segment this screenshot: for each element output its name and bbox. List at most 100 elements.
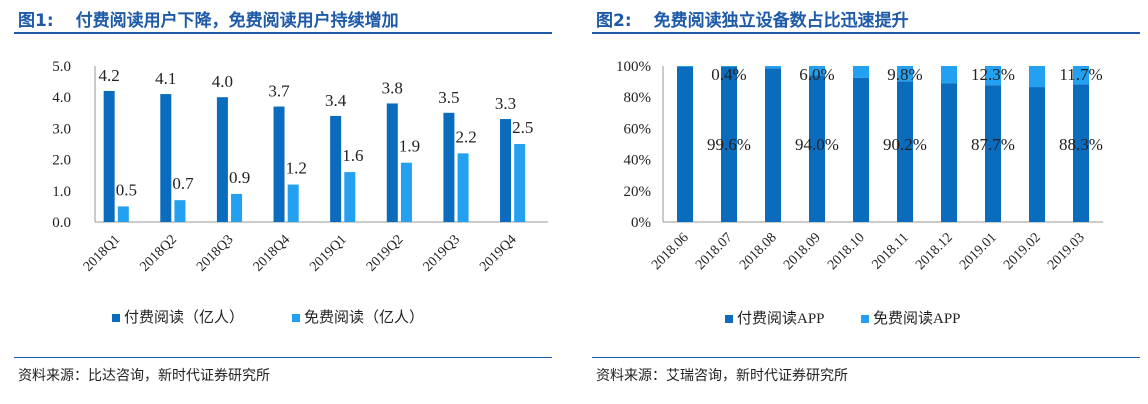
legend-label: 免费阅读（亿人） [304,309,424,326]
bar-paid-app [765,68,781,222]
bar-free-app [897,66,913,82]
data-label: 3.5 [438,88,459,107]
y-tick-label: 100% [616,59,651,75]
data-label: 2.2 [455,127,476,146]
data-label: 0.9 [229,168,250,187]
figure-2-title: 图2: 免费阅读独立设备数占比迅速提升 [596,6,909,31]
bar-free-app [1029,66,1045,88]
data-label: 88.3% [1059,135,1103,154]
y-tick-label: 40% [624,153,652,169]
data-label: 2.5 [512,118,533,137]
bar-paid-app [1029,87,1045,222]
bar-paid-app [941,83,957,222]
data-label: 9.8% [887,65,922,84]
y-tick-label: 80% [624,90,652,106]
chart-1: 0.0 1.0 2.0 3.0 4.0 5.0 4.2 0.5 2018Q1 4.1 0.7 2018… [52,59,548,326]
bar-free-app [765,66,781,69]
bar-free [231,193,243,222]
bar-paid [386,103,398,222]
y-tick-label: 60% [624,121,652,137]
figure-1-number: 图1: [18,11,54,31]
data-label: 11.7% [1059,65,1102,84]
x-tick-label: 2018.11 [869,230,911,272]
bar-free-app [1073,66,1089,85]
bar-paid-app [809,75,825,222]
bar-paid-app [1073,84,1089,222]
figure-2-number: 图2: [596,11,632,31]
figure-2-source: 资料来源：艾瑞咨询，新时代证券研究所 [596,368,848,384]
x-tick-label: 2019.03 [1045,230,1088,273]
bar-free [400,162,412,222]
bar-paid [500,119,512,222]
y-tick-label: 5.0 [52,59,71,75]
data-label: 0.5 [116,180,137,199]
bar-paid-app [853,77,869,222]
data-label: 3.3 [495,94,516,113]
bar-paid [160,94,172,222]
data-label: 94.0% [795,135,839,154]
bar-free [457,153,469,222]
y-tick-label: 4.0 [52,90,71,106]
figure-1-title-text: 付费阅读用户下降，免费阅读用户持续增加 [75,11,399,31]
y-tick-label: 0.0 [52,215,71,231]
bar-paid-app [677,66,693,223]
bar-paid [216,97,228,222]
figure-1-top-rule [14,32,552,34]
bar-free-app [985,66,1001,86]
bar-free [174,200,186,222]
bar-free [117,206,129,222]
figure-2-panel: 图2: 免费阅读独立设备数占比迅速提升 0% 20% 40% 60% 80% 100% 201… [578,0,1148,404]
figure-1-title: 图1: 付费阅读用户下降，免费阅读用户持续增加 [18,6,399,31]
data-label: 3.8 [382,78,403,97]
bar-paid [330,115,342,222]
legend-swatch [725,315,733,323]
bar-free-app [721,66,737,67]
y-tick-label: 3.0 [52,121,71,137]
legend-swatch [112,314,120,322]
data-label: 0.7 [172,174,194,193]
legend-label: 付费阅读APP [737,310,825,327]
x-tick-label: 2018.10 [825,230,868,273]
data-label: 12.3% [971,65,1015,84]
data-label: 99.6% [707,135,751,154]
y-tick-label: 2.0 [52,153,71,169]
figure-1-bottom-rule [14,357,552,358]
legend-label: 免费阅读APP [873,310,961,327]
data-label: 90.2% [883,135,927,154]
legend-swatch [861,315,869,323]
bar-free-app [853,66,869,78]
x-tick-label: 2018Q3 [194,232,237,275]
legend-swatch [292,314,300,322]
x-tick-label: 2018.06 [649,230,692,273]
data-label: 6.0% [799,65,834,84]
x-tick-label: 2018Q1 [81,232,124,275]
data-label: 4.1 [155,69,176,88]
x-tick-label: 2018.07 [693,230,736,273]
bar-free-app [809,66,825,76]
data-label: 87.7% [971,135,1015,154]
x-tick-label: 2019Q1 [307,232,350,275]
bar-free [514,144,526,222]
bar-paid [443,112,455,222]
bar-free-app [677,66,693,67]
data-label: 4.2 [99,66,120,85]
bar-free [344,172,356,222]
figure-2-title-text: 免费阅读独立设备数占比迅速提升 [653,11,909,31]
x-tick-label: 2018.09 [781,230,824,273]
data-label: 1.2 [286,159,307,178]
x-tick-label: 2018.12 [913,230,956,273]
chart-2: 0% 20% 40% 60% 80% 100% 2018.06 99.6% 0.4% 2018.0… [616,59,1103,327]
bar-free-app [941,66,957,84]
y-tick-label: 0% [631,215,651,231]
x-tick-label: 2019.02 [1001,230,1044,273]
data-label: 1.9 [399,137,420,156]
figure-2-bottom-rule [592,357,1140,358]
bar-paid-app [897,81,913,223]
data-label: 3.4 [325,91,347,110]
bar-free [287,184,299,222]
x-tick-label: 2018Q4 [251,232,294,275]
legend-label: 付费阅读（亿人） [124,309,244,326]
data-label: 3.7 [268,82,290,101]
bar-paid [103,90,115,223]
x-tick-label: 2019.01 [957,230,1000,273]
